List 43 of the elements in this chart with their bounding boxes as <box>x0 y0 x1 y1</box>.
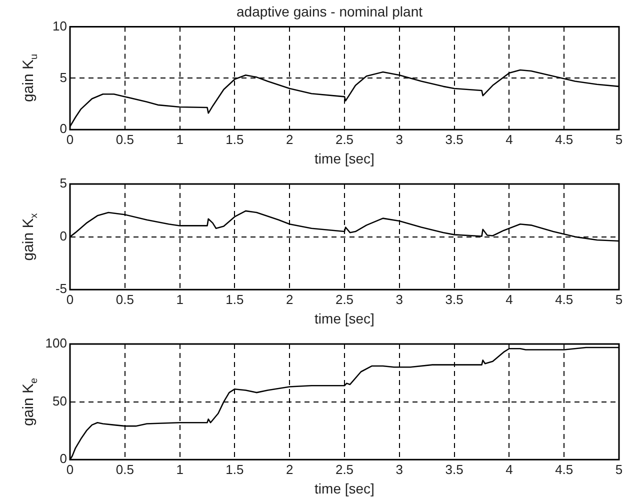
x-tick-label: 0.5 <box>116 132 134 147</box>
x-tick-label: 4.5 <box>555 462 574 477</box>
y-tick-label: 5 <box>60 70 67 85</box>
x-tick-label: 1 <box>176 462 184 477</box>
y-tick-label: 0 <box>60 228 67 244</box>
x-tick-label: 2.5 <box>335 132 354 147</box>
x-tick-label: 0.5 <box>116 292 134 307</box>
x-tick-label: 5 <box>615 292 623 307</box>
x-axis-title: time [sec] <box>314 480 374 496</box>
x-tick-label: 2 <box>286 462 294 477</box>
x-tick-label: 1.5 <box>226 292 244 307</box>
x-tick-label: 4 <box>506 132 513 147</box>
y-tick-label: 0 <box>60 451 67 466</box>
x-tick-label: 2 <box>286 132 294 147</box>
x-tick-label: 3 <box>396 292 404 307</box>
y-tick-label: 50 <box>52 393 67 408</box>
x-tick-label: 5 <box>615 132 623 147</box>
y-tick-label: -5 <box>55 281 67 296</box>
y-tick-label: 10 <box>52 18 67 34</box>
x-tick-label: 2.5 <box>335 462 354 477</box>
x-tick-label: 1.5 <box>226 462 244 477</box>
x-tick-label: 2 <box>286 292 294 307</box>
x-tick-label: 5 <box>615 462 623 477</box>
x-axis-title: time [sec] <box>314 310 374 326</box>
x-tick-label: 1.5 <box>226 132 244 147</box>
x-tick-label: 3.5 <box>445 292 464 307</box>
x-tick-label: 3 <box>396 462 404 477</box>
x-tick-label: 0.5 <box>116 462 134 477</box>
chart-title: adaptive gains - nominal plant <box>236 3 423 20</box>
x-tick-label: 2.5 <box>335 292 354 307</box>
x-tick-label: 3.5 <box>445 462 464 477</box>
y-tick-label: 0 <box>60 121 67 136</box>
y-tick-label: 100 <box>45 336 67 351</box>
x-tick-label: 4.5 <box>555 132 574 147</box>
y-tick-label: 5 <box>60 176 67 191</box>
x-tick-label: 4.5 <box>555 292 574 307</box>
x-tick-label: 4 <box>506 462 513 477</box>
x-tick-label: 3.5 <box>445 132 464 147</box>
x-tick-label: 1 <box>176 132 184 147</box>
x-axis-title: time [sec] <box>314 150 374 166</box>
x-tick-label: 4 <box>506 292 513 307</box>
x-tick-label: 3 <box>396 132 404 147</box>
x-tick-label: 1 <box>176 292 184 307</box>
